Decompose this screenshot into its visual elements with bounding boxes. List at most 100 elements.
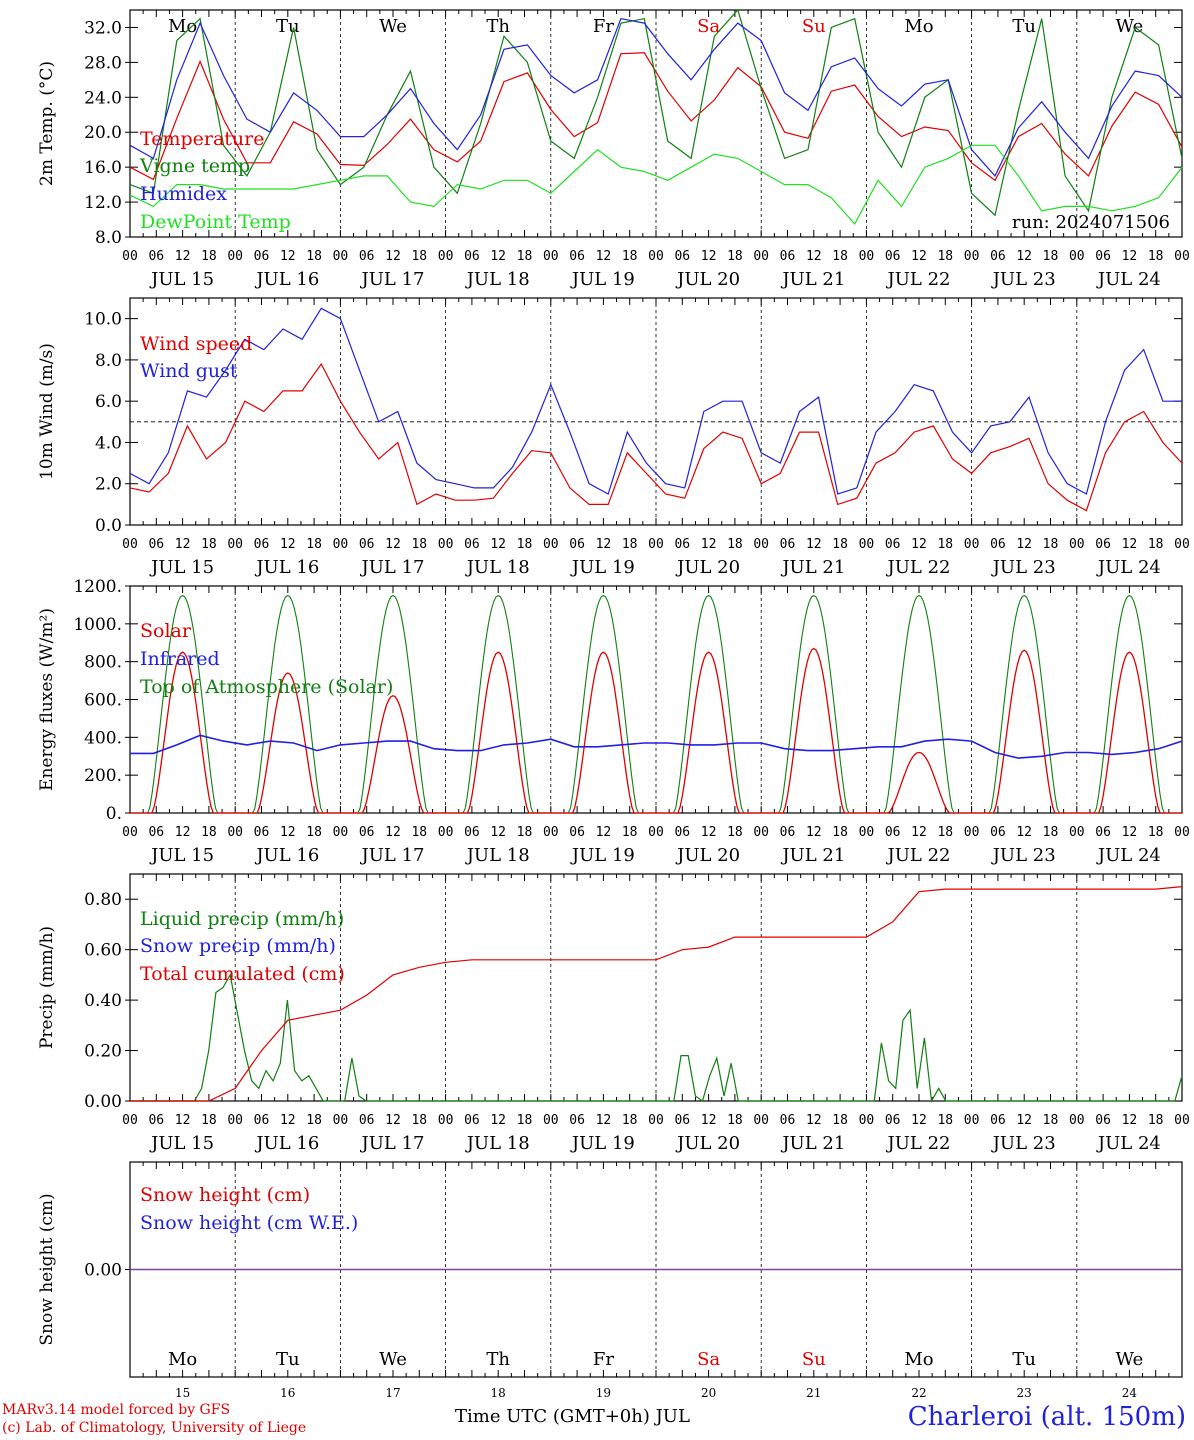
day-number-label: 15 <box>175 1386 190 1400</box>
hour-tick-label: 00 <box>648 249 664 264</box>
date-label: JUL 24 <box>1096 269 1161 290</box>
day-name-label: Tu <box>276 1349 300 1370</box>
y-tick-label: 2.0 <box>95 475 122 495</box>
day-number-label: 17 <box>385 1386 400 1400</box>
hour-tick-label: 12 <box>911 1113 927 1128</box>
hour-tick-label: 06 <box>254 249 270 264</box>
y-tick-label: 0.40 <box>84 991 122 1011</box>
hour-tick-label: 18 <box>1148 249 1164 264</box>
date-label: JUL 23 <box>991 1133 1056 1154</box>
hour-tick-label: 18 <box>1043 1113 1059 1128</box>
y-tick-label: 32.0 <box>84 18 122 38</box>
series-line-liquid-precip-mm-h <box>130 973 1183 1103</box>
hour-tick-label: 00 <box>859 537 875 552</box>
date-label: JUL 17 <box>360 845 425 866</box>
hour-tick-label: 12 <box>701 249 717 264</box>
hour-tick-label: 12 <box>701 537 717 552</box>
legend-entry: Temperature <box>140 128 264 150</box>
hour-tick-label: 06 <box>990 537 1006 552</box>
panel-wind: 0.0 2.0 4.0 6.0 8.0 10.0 10m Wind (m/s) 00 06 12 1… <box>37 297 1190 578</box>
panel-temperature: 8.0 12.0 16.0 20.0 24.0 28.0 32.0 2m Temp. (°C)… <box>37 8 1190 290</box>
date-label: JUL 18 <box>465 269 530 290</box>
date-label: JUL 15 <box>149 557 214 578</box>
hour-tick-label: 06 <box>254 537 270 552</box>
hour-tick-label: 06 <box>359 249 375 264</box>
hour-tick-label: 12 <box>701 1113 717 1128</box>
run-annotation: run: 2024071506 <box>1012 212 1170 233</box>
y-tick-label: 0.00 <box>84 1261 122 1281</box>
hour-tick-label: 00 <box>1069 249 1085 264</box>
hour-tick-label: 12 <box>1122 825 1138 840</box>
legend-entry: Wind speed <box>140 333 252 355</box>
hour-tick-label: 00 <box>753 825 769 840</box>
hour-tick-label: 18 <box>306 537 322 552</box>
hour-tick-label: 00 <box>1174 825 1190 840</box>
hour-tick-label: 00 <box>543 249 559 264</box>
hour-tick-label: 00 <box>122 1113 138 1128</box>
y-tick-label: 400. <box>84 728 122 748</box>
hour-tick-label: 18 <box>937 249 953 264</box>
date-label: JUL 20 <box>675 557 740 578</box>
date-label: JUL 19 <box>570 845 635 866</box>
hour-tick-label: 18 <box>622 1113 638 1128</box>
legend-entry: Infrared <box>140 648 220 670</box>
date-label: JUL 17 <box>360 557 425 578</box>
y-tick-label: 600. <box>84 691 122 711</box>
hour-tick-label: 06 <box>674 1113 690 1128</box>
hour-tick-label: 12 <box>911 249 927 264</box>
legend-entry: Snow height (cm) <box>140 1184 310 1206</box>
date-label: JUL 24 <box>1096 845 1161 866</box>
hour-tick-label: 12 <box>280 1113 296 1128</box>
day-name-label: Sa <box>697 16 720 37</box>
hour-tick-label: 00 <box>122 537 138 552</box>
date-label: JUL 22 <box>886 557 951 578</box>
date-label: JUL 21 <box>780 557 845 578</box>
hour-tick-label: 12 <box>280 249 296 264</box>
hour-tick-label: 12 <box>1016 249 1032 264</box>
day-number-label: 20 <box>701 1386 716 1400</box>
hour-tick-label: 00 <box>1069 1113 1085 1128</box>
day-number-label: 16 <box>280 1386 295 1400</box>
hour-tick-label: 18 <box>727 537 743 552</box>
hour-tick-label: 00 <box>438 825 454 840</box>
hour-tick-label: 18 <box>1043 537 1059 552</box>
y-tick-label: 10.0 <box>84 310 122 330</box>
day-number-label: 23 <box>1017 1386 1032 1400</box>
hour-tick-label: 18 <box>832 537 848 552</box>
hour-tick-label: 18 <box>622 537 638 552</box>
day-name-label: Th <box>486 1349 510 1370</box>
hour-tick-label: 06 <box>990 249 1006 264</box>
hour-tick-label: 12 <box>596 537 612 552</box>
hour-tick-label: 00 <box>1069 537 1085 552</box>
x-axis-title: Time UTC (GMT+0h) JUL <box>455 1406 690 1427</box>
hour-tick-label: 18 <box>1148 537 1164 552</box>
hour-tick-label: 06 <box>1095 825 1111 840</box>
hour-tick-label: 12 <box>175 825 191 840</box>
hour-tick-label: 12 <box>385 537 401 552</box>
hour-tick-label: 12 <box>911 825 927 840</box>
day-name-label: Sa <box>697 1349 720 1370</box>
day-number-label: 18 <box>491 1386 506 1400</box>
hour-tick-label: 18 <box>1148 825 1164 840</box>
y-axis-label: 10m Wind (m/s) <box>37 343 57 480</box>
day-name-label: Su <box>802 1349 826 1370</box>
date-label: JUL 18 <box>465 845 530 866</box>
hour-tick-label: 12 <box>280 537 296 552</box>
hour-tick-label: 00 <box>333 249 349 264</box>
date-label: JUL 21 <box>780 845 845 866</box>
hour-tick-label: 12 <box>175 249 191 264</box>
hour-tick-label: 00 <box>859 1113 875 1128</box>
hour-tick-label: 12 <box>490 825 506 840</box>
hour-tick-label: 06 <box>674 249 690 264</box>
hour-tick-label: 18 <box>727 249 743 264</box>
day-name-label: Mo <box>168 1349 197 1370</box>
y-axis-label: Energy fluxes (W/m²) <box>37 608 57 791</box>
date-label: JUL 16 <box>254 845 319 866</box>
y-tick-label: 0.0 <box>95 516 122 536</box>
hour-tick-label: 06 <box>464 1113 480 1128</box>
hour-tick-label: 18 <box>201 249 217 264</box>
hour-tick-label: 06 <box>1095 537 1111 552</box>
hour-tick-label: 18 <box>411 1113 427 1128</box>
date-label: JUL 20 <box>675 1133 740 1154</box>
